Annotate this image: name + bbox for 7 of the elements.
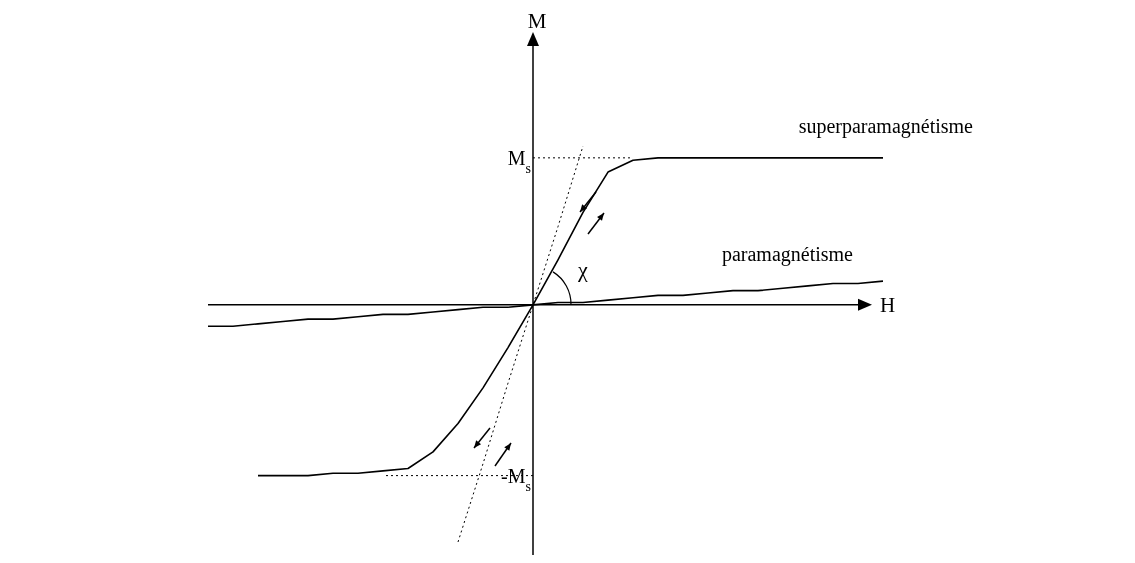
ref-line-label: -M$_{s}$ (501, 464, 531, 494)
series-label: superparamagnétisme (798, 114, 974, 138)
annotation: χ (577, 256, 588, 282)
ref-line-label: M$_{s}$ (507, 146, 531, 176)
x-axis-title: H (880, 292, 896, 317)
series-label: paramagnétisme (721, 243, 854, 267)
text: M (527, 9, 547, 33)
